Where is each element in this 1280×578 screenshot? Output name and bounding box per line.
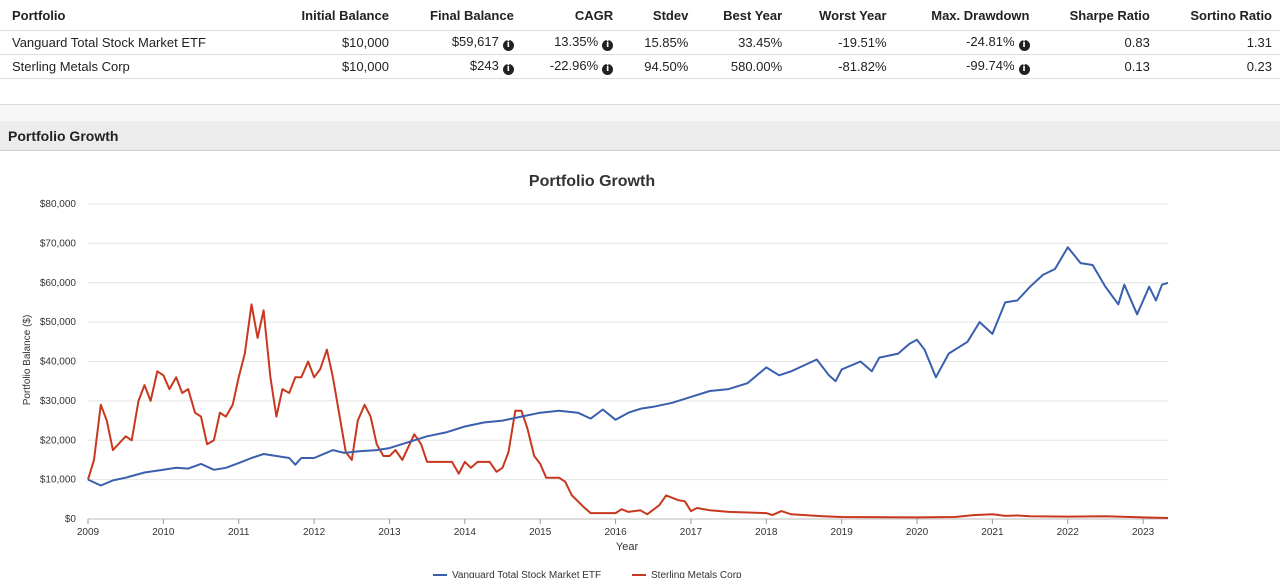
x-tick-label: 2010	[152, 527, 175, 538]
table-row: Sterling Metals Corp $10,000 $243 i -22.9…	[0, 54, 1280, 79]
x-tick-label: 2016	[604, 527, 627, 538]
max-drawdown-value: -99.74%	[966, 58, 1015, 73]
info-icon[interactable]: i	[602, 64, 614, 75]
y-tick-label: $60,000	[40, 278, 77, 289]
x-tick-label: 2009	[77, 527, 100, 538]
info-icon[interactable]: i	[502, 64, 514, 75]
cell-sortino-ratio: 0.23	[1157, 54, 1280, 79]
legend: Vanguard Total Stock Market ETF Sterling …	[433, 570, 742, 578]
portfolio-growth-chart: $0 $10,000 $20,000 $30,000 $40,000 $50,000 $60…	[22, 173, 1169, 578]
x-tick-label: 2019	[831, 527, 854, 538]
series-line-sterling	[87, 303, 1169, 519]
y-tick-label: $10,000	[40, 475, 77, 486]
y-tick-label: $20,000	[40, 435, 77, 446]
cell-sortino-ratio: 1.31	[1157, 30, 1280, 55]
y-tick-label: $30,000	[40, 396, 77, 407]
info-icon[interactable]: i	[502, 40, 514, 51]
cell-initial-balance: $10,000	[267, 54, 397, 79]
cell-initial-balance: $10,000	[267, 30, 397, 55]
x-tick-label: 2011	[228, 527, 250, 538]
x-tick-label: 2020	[906, 527, 929, 538]
cell-best-year: 580.00%	[696, 54, 791, 79]
x-tick-label: 2012	[303, 527, 326, 538]
y-tick-label: $40,000	[40, 357, 77, 368]
legend-label: Sterling Metals Corp	[651, 570, 742, 578]
table-row: Vanguard Total Stock Market ETF $10,000 …	[0, 30, 1280, 55]
col-header-stdev[interactable]: Stdev	[652, 7, 689, 23]
cell-portfolio: Vanguard Total Stock Market ETF	[0, 30, 268, 55]
y-axis-label: Portfolio Balance ($)	[22, 315, 33, 406]
series-line-vanguard	[87, 246, 1169, 487]
cell-sharpe-ratio: 0.83	[1037, 30, 1158, 55]
x-tick-label: 2014	[454, 527, 477, 538]
col-header-max-drawdown[interactable]: Max. Drawdown	[931, 7, 1030, 23]
cell-sharpe-ratio: 0.13	[1037, 54, 1158, 79]
final-balance-value: $243	[469, 58, 499, 73]
x-axis-label: Year	[616, 541, 639, 553]
col-header-worst-year[interactable]: Worst Year	[819, 7, 887, 23]
cell-stdev: 94.50%	[621, 54, 697, 79]
info-icon[interactable]: i	[1018, 64, 1030, 75]
final-balance-value: $59,617	[451, 34, 499, 49]
cell-worst-year: -19.51%	[790, 30, 895, 55]
col-header-sortino-ratio[interactable]: Sortino Ratio	[1190, 7, 1272, 23]
y-tick-label: $80,000	[40, 199, 77, 210]
table-header-row: Portfolio Initial Balance Final Balance …	[0, 0, 1280, 31]
x-tick-label: 2022	[1057, 527, 1080, 538]
y-tick-label: $50,000	[40, 317, 77, 328]
x-tick-label: 2017	[680, 527, 703, 538]
y-tick-label: $70,000	[40, 238, 77, 249]
x-tick-label: 2013	[378, 527, 401, 538]
y-tick-label: $0	[65, 514, 77, 525]
max-drawdown-value: -24.81%	[966, 34, 1015, 49]
col-header-portfolio[interactable]: Portfolio	[12, 7, 66, 23]
cagr-value: -22.96%	[549, 58, 599, 73]
section-title: Portfolio Growth	[0, 121, 1280, 151]
cell-portfolio: Sterling Metals Corp	[0, 54, 268, 79]
cell-max-drawdown: -99.74% i	[894, 54, 1038, 79]
chart-title: Portfolio Growth	[529, 173, 655, 190]
series	[87, 246, 1169, 519]
cell-max-drawdown: -24.81% i	[894, 30, 1038, 55]
col-header-cagr[interactable]: CAGR	[574, 7, 614, 23]
x-tick-label: 2023	[1132, 527, 1155, 538]
col-header-best-year[interactable]: Best Year	[723, 7, 783, 23]
cell-best-year: 33.45%	[696, 30, 791, 55]
cell-cagr: 13.35% i	[521, 30, 622, 55]
grid	[88, 203, 1168, 520]
info-icon[interactable]: i	[1018, 40, 1030, 51]
cagr-value: 13.35%	[554, 34, 599, 49]
cell-final-balance: $59,617 i	[396, 30, 522, 55]
cell-final-balance: $243 i	[396, 54, 522, 79]
summary-table: Portfolio Initial Balance Final Balance …	[0, 0, 1280, 79]
x-tick-label: 2015	[529, 527, 552, 538]
legend-label: Vanguard Total Stock Market ETF	[452, 570, 601, 578]
section-divider	[0, 104, 1280, 122]
axes: $0 $10,000 $20,000 $30,000 $40,000 $50,000 $60…	[40, 199, 1155, 538]
x-tick-label: 2018	[755, 527, 778, 538]
col-header-final-balance[interactable]: Final Balance	[430, 7, 514, 23]
cell-stdev: 15.85%	[621, 30, 697, 55]
col-header-sharpe-ratio[interactable]: Sharpe Ratio	[1069, 7, 1150, 23]
info-icon[interactable]: i	[602, 40, 614, 51]
cell-worst-year: -81.82%	[790, 54, 895, 79]
x-tick-label: 2021	[981, 527, 1004, 538]
col-header-initial-balance[interactable]: Initial Balance	[301, 7, 389, 23]
cell-cagr: -22.96% i	[521, 54, 622, 79]
